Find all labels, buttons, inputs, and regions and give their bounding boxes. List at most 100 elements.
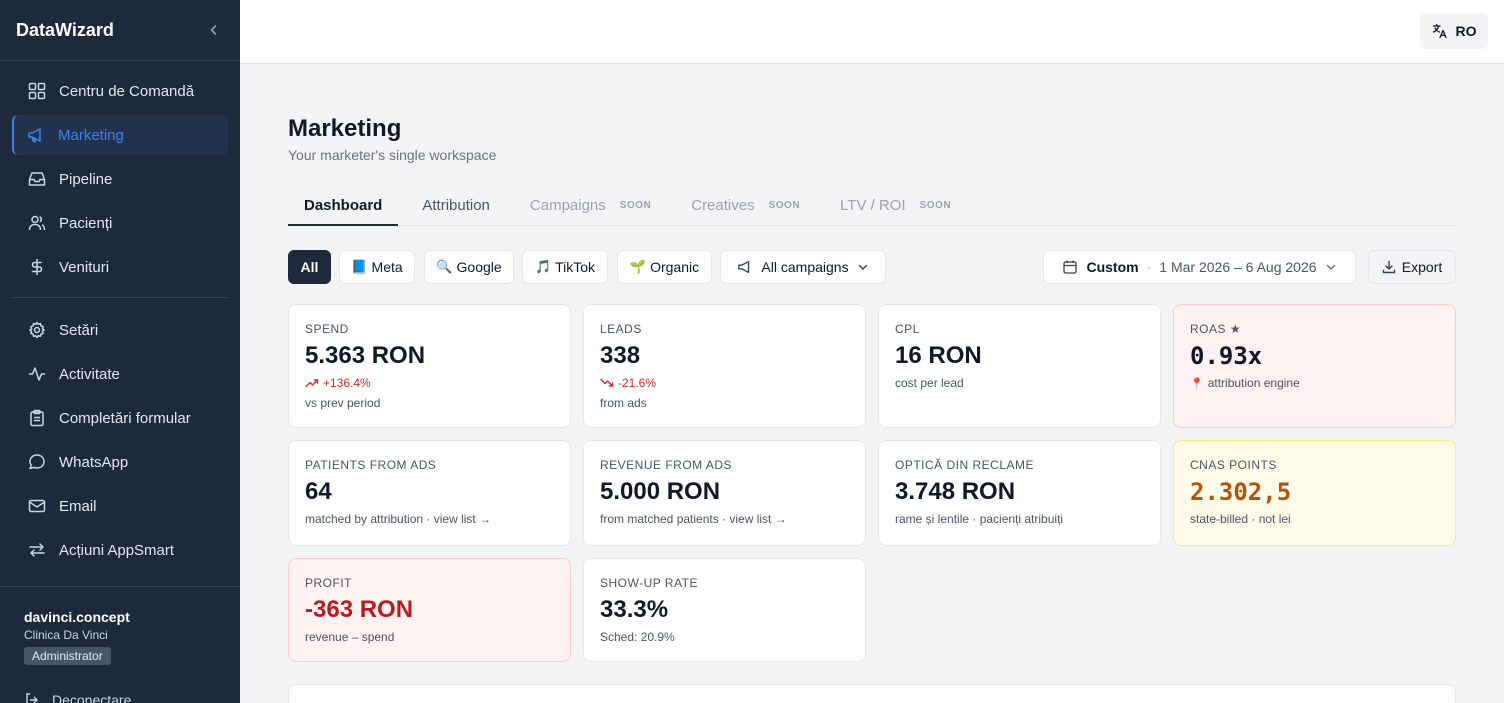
kpi-card-leads: LEADS 338 -21.6% from ads (583, 304, 866, 428)
sidebar-item-centru-de-comanda[interactable]: Centru de Comandă (12, 71, 228, 111)
kpi-label: OPTICĂ DIN RECLAME (895, 458, 1035, 472)
magnifier-icon: 🔍 (436, 259, 453, 274)
kpi-value: 338 (600, 342, 641, 369)
kpi-value: 5.363 RON (305, 342, 426, 369)
mail-icon (27, 496, 47, 516)
campaign-select-label: All campaigns (761, 259, 849, 275)
chevron-down-icon (1326, 264, 1335, 271)
sidebar-item-venituri[interactable]: Venituri (12, 247, 228, 287)
kpi-note: state-billed · not lei (1190, 512, 1291, 526)
kpi-card-spend: SPEND 5.363 RON +136.4% vs prev period (288, 304, 571, 428)
sidebar-item-email[interactable]: Email (12, 486, 228, 526)
kpi-label: REVENUE FROM ADS (600, 458, 733, 472)
kpi-label: CPL (895, 322, 920, 336)
filter-organic-button[interactable]: 🌱 Organic (617, 250, 712, 284)
soon-badge: SOON (768, 200, 801, 211)
tab-campaigns[interactable]: Campaigns SOON (514, 191, 667, 225)
kpi-note: vs prev period (305, 396, 381, 410)
language-switcher[interactable]: RO (1420, 13, 1488, 49)
filter-label: Google (456, 259, 502, 275)
download-icon (1382, 260, 1395, 274)
user-name: davinci.concept (24, 609, 130, 625)
range-type: Custom (1086, 259, 1139, 275)
sidebar-item-completari-formular[interactable]: Completări formular (12, 398, 228, 438)
logout-label: Deconectare (52, 692, 132, 703)
filter-tiktok-button[interactable]: 🎵 TikTok (522, 250, 608, 284)
arrows-icon (27, 540, 47, 560)
sidebar-item-label: Pipeline (59, 170, 113, 188)
sidebar-item-label: Pacienți (59, 214, 113, 232)
view-list-link[interactable]: from matched patients · view list → (600, 512, 787, 526)
megaphone-icon (738, 261, 750, 273)
main-content: Marketing Your marketer's single workspa… (288, 64, 1456, 684)
kpi-value: 5.000 RON (600, 478, 721, 505)
sidebar-item-label: Venituri (59, 258, 110, 276)
filter-label: TikTok (555, 259, 596, 275)
sidebar-item-pipeline[interactable]: Pipeline (12, 159, 228, 199)
kpi-card-revenue-from-ads: REVENUE FROM ADS 5.000 RON from matched … (583, 440, 866, 546)
translate-icon (1432, 23, 1447, 39)
export-button[interactable]: Export (1368, 250, 1456, 284)
sprout-icon: 🌱 (629, 259, 647, 274)
tab-dashboard[interactable]: Dashboard (288, 191, 399, 226)
sidebar: DataWizard Centru de Comandă Marketing P… (0, 0, 240, 703)
filter-label: All (300, 259, 319, 275)
sidebar-item-marketing[interactable]: Marketing (12, 115, 228, 155)
megaphone-icon (26, 125, 46, 145)
kpi-note: revenue – spend (305, 630, 395, 644)
book-icon: 📘 (351, 259, 368, 274)
soon-badge: SOON (919, 200, 952, 211)
filter-meta-button[interactable]: 📘 Meta (339, 250, 415, 284)
sidebar-item-label: Acțiuni AppSmart (59, 541, 175, 559)
campaign-select[interactable]: All campaigns (720, 250, 886, 284)
language-label: RO (1455, 23, 1477, 39)
tab-label: Creatives (691, 197, 755, 214)
sidebar-item-actiuni-appsmart[interactable]: Acțiuni AppSmart (12, 530, 228, 570)
sidebar-item-setari[interactable]: Setări (12, 310, 228, 350)
gear-icon (27, 320, 47, 340)
page-title: Marketing (288, 115, 402, 142)
kpi-note: Sched: 20.9% (600, 630, 675, 644)
view-list-link[interactable]: matched by attribution · view list → (305, 512, 492, 526)
trend-down-icon (600, 378, 614, 387)
tab-creatives[interactable]: Creatives SOON (675, 191, 816, 225)
sidebar-item-activitate[interactable]: Activitate (12, 354, 228, 394)
kpi-value: 0.93x (1190, 342, 1263, 370)
kpi-label: LEADS (600, 322, 642, 336)
brand-name: DataWizard (16, 19, 114, 40)
sidebar-item-pacienti[interactable]: Pacienți (12, 203, 228, 243)
activity-icon (27, 364, 47, 384)
kpi-delta-value: +136.4% (323, 376, 371, 390)
filter-google-button[interactable]: 🔍 Google (424, 250, 514, 284)
collapse-sidebar-button[interactable] (204, 20, 224, 40)
kpi-note: cost per lead (895, 376, 964, 390)
tab-ltv-roi[interactable]: LTV / ROI SOON (824, 191, 967, 225)
kpi-value: -363 RON (305, 596, 414, 623)
filter-label: Meta (371, 259, 403, 275)
kpi-card-optica: OPTICĂ DIN RECLAME 3.748 RON rame și len… (878, 440, 1161, 546)
tab-label: Attribution (422, 197, 490, 214)
kpi-card-show-up-rate: SHOW-UP RATE 33.3% Sched: 20.9% (583, 558, 866, 662)
chat-icon (27, 452, 47, 472)
users-icon (27, 213, 47, 233)
sidebar-item-whatsapp[interactable]: WhatsApp (12, 442, 228, 482)
kpi-note: from ads (600, 396, 647, 410)
date-range-picker[interactable]: Custom · 1 Mar 2026 – 6 Aug 2026 (1043, 250, 1356, 284)
tab-label: LTV / ROI (840, 197, 906, 214)
tab-bar: Dashboard Attribution Campaigns SOON Cre… (288, 191, 1456, 226)
kpi-label: PATIENTS FROM ADS (305, 458, 437, 472)
user-role-badge: Administrator (24, 647, 111, 665)
trend-up-icon (305, 379, 319, 388)
filter-all-button[interactable]: All (288, 250, 331, 284)
logout-button[interactable]: Deconectare (24, 692, 131, 703)
logout-icon (26, 693, 38, 703)
clipboard-icon (27, 408, 47, 428)
user-org: Clinica Da Vinci (24, 628, 108, 642)
kpi-value: 2.302,5 (1190, 478, 1292, 506)
inbox-icon (27, 169, 47, 189)
tab-attribution[interactable]: Attribution (406, 191, 506, 225)
pin-icon: 📍 (1190, 378, 1204, 390)
user-panel: davinci.concept Clinica Da Vinci Adminis… (0, 586, 240, 665)
sidebar-item-label: WhatsApp (59, 453, 129, 471)
star-icon: ★ (1229, 322, 1242, 336)
